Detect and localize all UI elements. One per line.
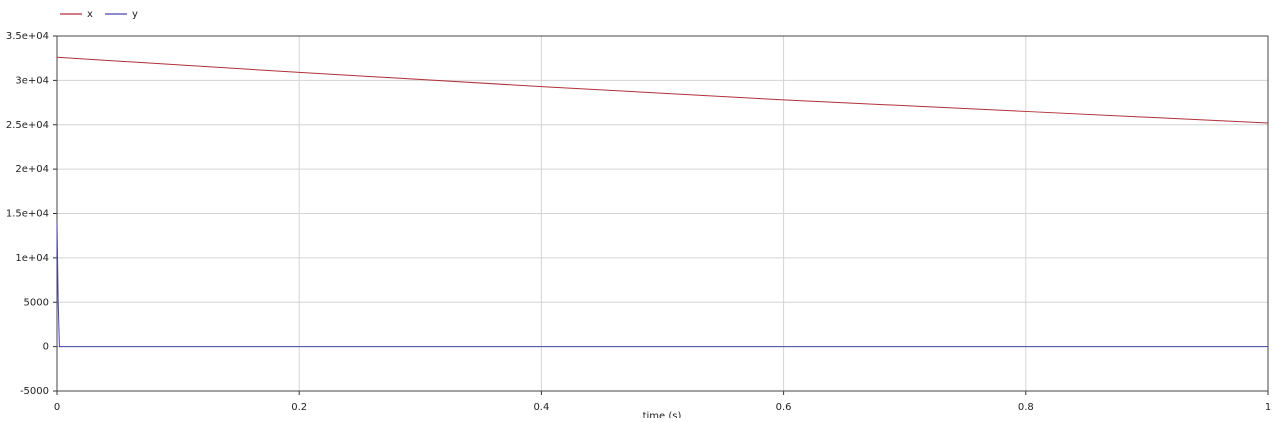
x-tick-label: 1	[1265, 402, 1271, 413]
y-tick-label: 3.5e+04	[6, 31, 49, 42]
x-tick-label: 0.8	[1018, 402, 1034, 413]
y-tick-label: 1.5e+04	[6, 209, 49, 220]
y-tick-label: 0	[43, 342, 49, 353]
series-line	[56, 222, 1268, 348]
y-tick-label: 2e+04	[15, 164, 49, 175]
x-tick-label: 0	[54, 402, 60, 413]
legend-label: y	[132, 9, 138, 20]
y-tick-label: 3e+04	[15, 75, 49, 86]
plot-frame	[56, 35, 1269, 392]
y-tick-label: 1e+04	[15, 253, 49, 264]
x-tick-label: 0.6	[776, 402, 792, 413]
y-tick-label: -5000	[20, 386, 49, 397]
x-axis-label: time (s)	[643, 411, 682, 418]
x-tick-label: 0.4	[533, 402, 549, 413]
y-tick-label: 5000	[24, 297, 49, 308]
legend-label: x	[87, 9, 93, 20]
x-tick-label: 0.2	[291, 402, 307, 413]
series-line	[56, 56, 1269, 124]
y-tick-label: 2.5e+04	[6, 120, 49, 131]
